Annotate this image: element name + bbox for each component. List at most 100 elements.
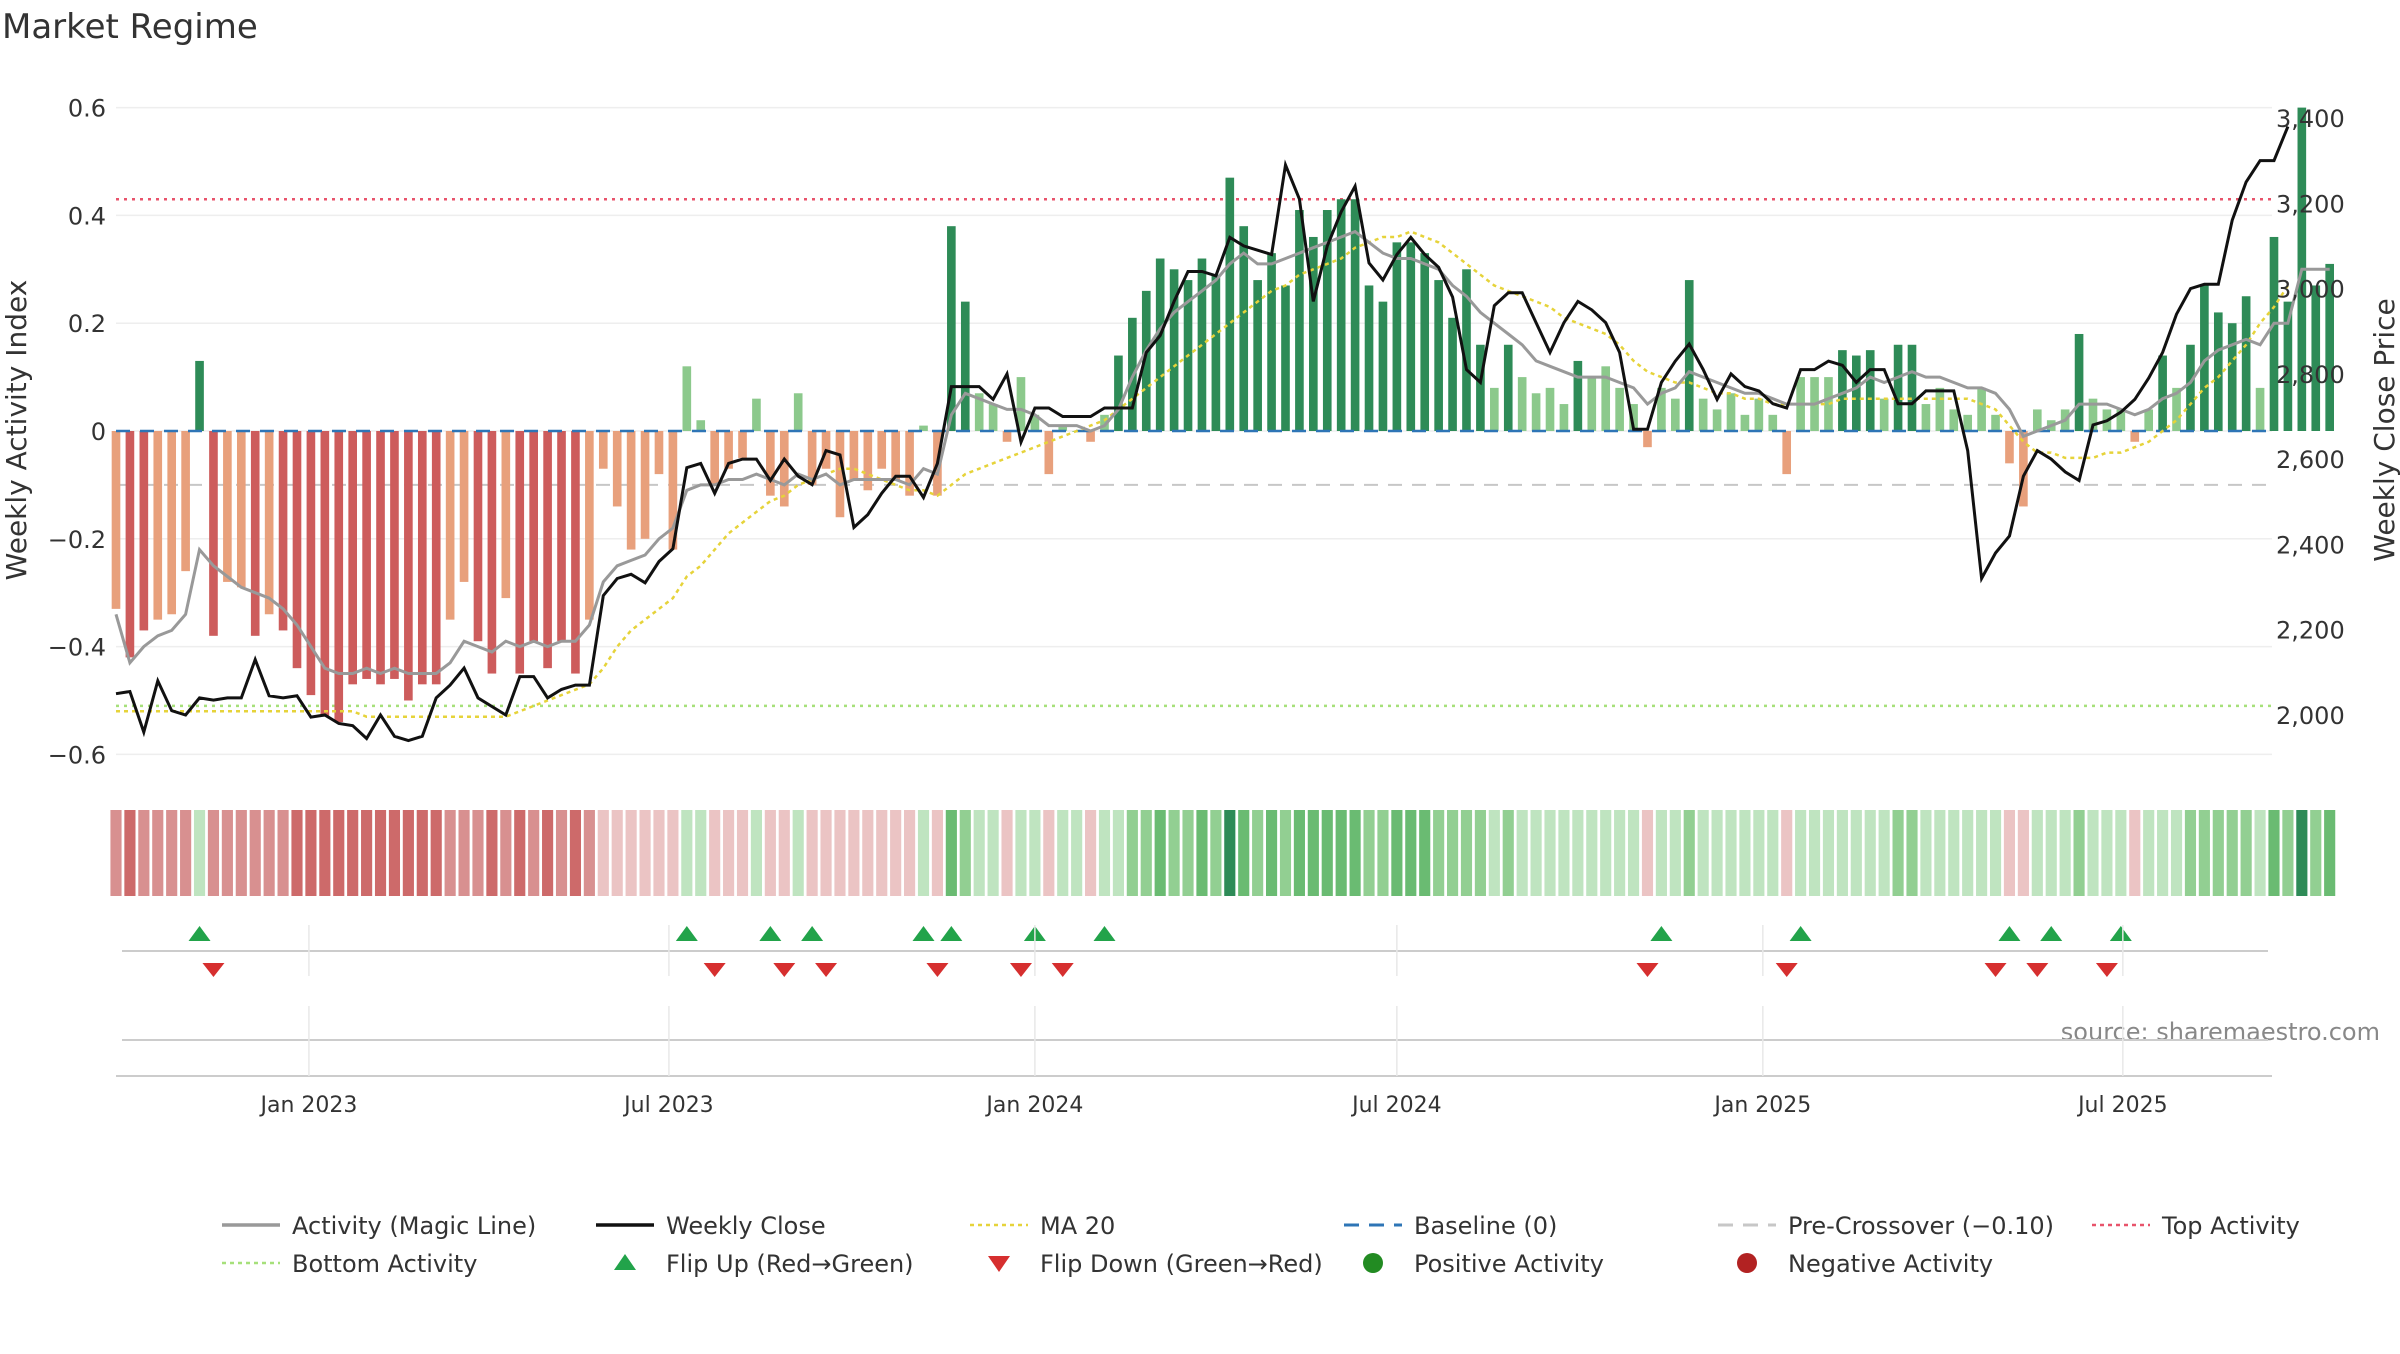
activity-bar xyxy=(557,431,566,642)
regime-cell xyxy=(1168,810,1180,896)
source-label: source: sharemaestro.com xyxy=(2061,1018,2380,1046)
flip-up-marker xyxy=(188,926,211,941)
activity-bar xyxy=(1295,210,1304,431)
regime-cell xyxy=(1544,810,1556,896)
activity-bar xyxy=(585,431,594,620)
activity-bar xyxy=(891,431,900,480)
y-axis-label: Weekly Activity Index xyxy=(0,280,33,581)
activity-bar xyxy=(1865,350,1875,431)
lower-axis: Jan 2023 Jul 2023 Jan 2024 Jul 2024 Jan 2025… xyxy=(116,925,2272,1118)
regime-cell xyxy=(806,810,818,896)
activity-bar xyxy=(1963,414,1973,431)
flip-up-marker xyxy=(2109,926,2132,941)
activity-bar xyxy=(445,431,455,620)
activity-bar xyxy=(2144,409,2154,431)
activity-bar xyxy=(278,431,288,631)
activity-bar xyxy=(1002,431,1012,442)
regime-cell xyxy=(1265,810,1278,896)
regime-cell xyxy=(1808,810,1821,896)
regime-cell xyxy=(848,810,860,896)
flip-down-marker xyxy=(2026,963,2049,977)
flip-up-marker xyxy=(1998,926,2021,941)
activity-bar xyxy=(1462,269,1471,431)
y2-tick-label: 2,000 xyxy=(2276,702,2345,730)
regime-cell xyxy=(1655,810,1667,896)
activity-bar xyxy=(947,226,956,431)
regime-cell xyxy=(736,810,749,896)
regime-cell xyxy=(1488,810,1500,896)
legend-label: Activity (Magic Line) xyxy=(292,1212,536,1240)
regime-cell xyxy=(862,810,874,896)
activity-bar xyxy=(2186,344,2195,431)
activity-bar xyxy=(1225,177,1235,431)
activity-bar xyxy=(1503,344,1513,431)
activity-bar xyxy=(348,431,357,685)
x-tick-label: Jan 2024 xyxy=(984,1093,1083,1118)
regime-cell xyxy=(1140,810,1152,896)
activity-bar xyxy=(1838,350,1847,431)
activity-bar xyxy=(1657,387,1666,431)
activity-bar xyxy=(543,431,552,669)
regime-cell xyxy=(1836,810,1848,896)
activity-bar xyxy=(1058,425,1068,431)
activity-bar xyxy=(2158,355,2167,431)
regime-cell xyxy=(1307,810,1319,896)
activity-bar xyxy=(1879,398,1889,431)
regime-cell xyxy=(2198,810,2210,896)
activity-bar xyxy=(766,431,775,496)
activity-bar xyxy=(2032,409,2042,431)
regime-cell xyxy=(138,810,150,896)
regime-cell xyxy=(792,810,804,896)
regime-cell xyxy=(1781,810,1793,896)
regime-cell xyxy=(2226,810,2238,896)
activity-bar xyxy=(1517,377,1527,431)
regime-cell xyxy=(583,810,595,896)
legend-item: Weekly Close xyxy=(596,1212,826,1240)
activity-bar xyxy=(1712,409,1722,431)
activity-bar xyxy=(1559,404,1569,431)
activity-bar xyxy=(1935,387,1945,431)
activity-bar xyxy=(334,431,344,723)
activity-bar xyxy=(362,431,371,679)
regime-cell xyxy=(625,810,637,896)
regime-cell xyxy=(1085,810,1097,896)
regime-cell xyxy=(959,810,971,896)
regime-cell xyxy=(876,810,888,896)
regime-cell xyxy=(1753,810,1765,896)
activity-bar xyxy=(1754,398,1764,431)
activity-bar xyxy=(1448,317,1457,431)
magic-line xyxy=(114,229,2330,676)
regime-cell xyxy=(249,810,261,896)
activity-bar xyxy=(668,431,678,550)
activity-bar xyxy=(139,431,149,631)
activity-bar xyxy=(320,431,330,717)
regime-cell xyxy=(2157,810,2169,896)
activity-bar xyxy=(1141,290,1151,431)
regime-cell xyxy=(2073,810,2085,896)
activity-bar xyxy=(2172,387,2181,431)
regime-cell xyxy=(1224,810,1236,896)
legend-item: Positive Activity xyxy=(1363,1250,1604,1278)
regime-cell xyxy=(1572,810,1584,896)
y-tick-label: 0.4 xyxy=(68,202,106,230)
regime-cell xyxy=(1864,810,1876,896)
activity-bar xyxy=(1211,274,1221,431)
flip-down-marker xyxy=(1051,963,1074,977)
activity-bar xyxy=(1364,285,1374,431)
legend-item: Flip Down (Green→Red) xyxy=(988,1250,1323,1278)
legend-item: MA 20 xyxy=(970,1212,1115,1240)
regime-cell xyxy=(110,810,122,896)
activity-bar xyxy=(2074,333,2084,431)
activity-bar xyxy=(2019,431,2028,507)
regime-cell xyxy=(1112,810,1124,896)
regime-cell xyxy=(1920,810,1932,896)
y2-tick-label: 3,400 xyxy=(2276,105,2345,133)
regime-cell xyxy=(1196,810,1208,896)
activity-bar xyxy=(2269,236,2279,431)
regime-cell xyxy=(1321,810,1333,896)
activity-bar xyxy=(209,431,218,636)
activity-bar xyxy=(153,431,163,620)
activity-bar xyxy=(1016,377,1026,431)
activity-bar xyxy=(710,431,719,485)
regime-cell xyxy=(1795,810,1807,896)
